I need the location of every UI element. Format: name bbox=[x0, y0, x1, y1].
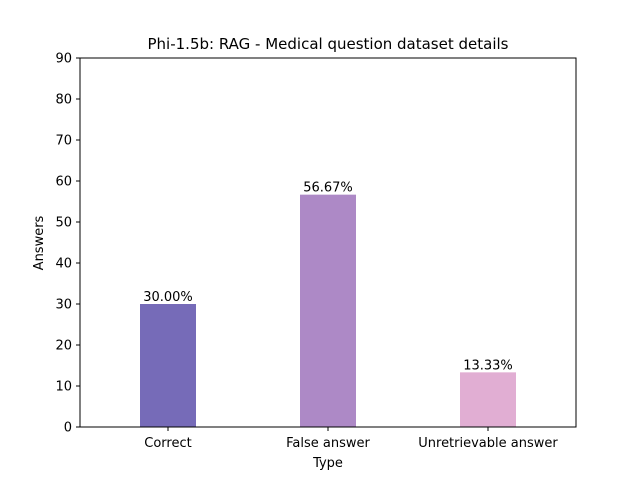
y-tick-label: 90 bbox=[55, 52, 72, 67]
y-tick-label: 0 bbox=[64, 421, 72, 436]
x-tick-label: False answer bbox=[286, 436, 370, 451]
x-tick-label: Correct bbox=[144, 436, 191, 451]
y-tick-label: 40 bbox=[55, 257, 72, 272]
y-tick-label: 30 bbox=[55, 298, 72, 313]
bar bbox=[460, 372, 516, 427]
x-axis-ticks: Correct False answer Unretrievable answer bbox=[144, 427, 558, 451]
bar-data-label: 56.67% bbox=[303, 181, 353, 196]
bar bbox=[140, 304, 196, 427]
y-tick-label: 10 bbox=[55, 380, 72, 395]
y-tick-label: 70 bbox=[55, 134, 72, 149]
y-axis-ticks: 0 10 20 30 40 50 60 70 80 90 bbox=[55, 52, 80, 436]
chart-title: Phi-1.5b: RAG - Medical question dataset… bbox=[148, 35, 509, 53]
x-tick-label: Unretrievable answer bbox=[418, 436, 558, 451]
bar-data-label: 30.00% bbox=[143, 290, 193, 305]
y-tick-label: 60 bbox=[55, 175, 72, 190]
data-labels: 30.00% 56.67% 13.33% bbox=[143, 181, 513, 374]
y-tick-label: 50 bbox=[55, 216, 72, 231]
plot-frame bbox=[79, 57, 577, 428]
bar-data-label: 13.33% bbox=[463, 358, 513, 373]
y-tick-label: 80 bbox=[55, 93, 72, 108]
bars bbox=[140, 194, 516, 427]
y-axis-label: Answers bbox=[32, 215, 47, 270]
bar bbox=[300, 194, 356, 427]
y-tick-label: 20 bbox=[55, 339, 72, 354]
x-axis-label: Type bbox=[312, 456, 343, 471]
